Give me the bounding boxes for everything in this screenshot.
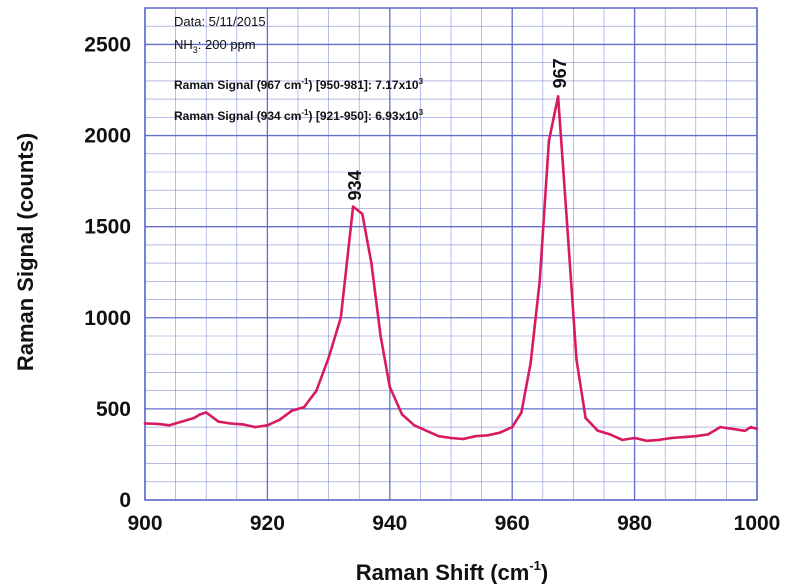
data-point <box>290 409 294 413</box>
annotation-box: Data: 5/11/2015 NH3: 200 ppm Raman Signa… <box>174 14 424 123</box>
data-point <box>565 225 569 228</box>
data-point <box>425 429 428 433</box>
x-axis-title: Raman Shift (cm-1) <box>356 558 548 584</box>
data-point <box>486 434 490 437</box>
y-tick-label: 2500 <box>84 33 131 56</box>
data-point <box>694 434 698 438</box>
data-point <box>596 429 600 433</box>
data-point <box>731 427 734 431</box>
y-axis-title: Raman Signal (counts) <box>13 133 38 371</box>
data-point <box>621 438 624 442</box>
data-point <box>204 411 208 414</box>
data-point <box>198 413 202 416</box>
data-point <box>253 425 257 429</box>
data-point <box>351 205 355 208</box>
data-point <box>192 416 196 420</box>
x-tick-label: 980 <box>617 512 652 535</box>
data-point <box>461 437 465 441</box>
data-point <box>302 405 306 409</box>
data-point <box>339 316 343 320</box>
data-point <box>682 435 685 439</box>
peak-label: 967 <box>550 58 570 88</box>
annotation-gas: NH3: 200 ppm <box>174 37 256 55</box>
data-point <box>143 422 147 425</box>
data-point <box>229 422 232 425</box>
data-point <box>241 423 245 426</box>
data-point <box>645 439 649 443</box>
data-point <box>657 438 661 442</box>
data-point <box>180 420 184 423</box>
x-tick-label: 1000 <box>734 512 781 535</box>
data-point <box>474 434 477 438</box>
y-tick-label: 1000 <box>84 307 131 330</box>
data-point <box>412 423 416 427</box>
data-point <box>379 334 382 338</box>
peak-label: 934 <box>345 170 365 200</box>
annotation-signal-967: Raman Signal (967 cm-1) [950-981]: 7.17x… <box>174 77 424 92</box>
annotation-signal-934: Raman Signal (934 cm-1) [921-950]: 6.93x… <box>174 108 424 123</box>
x-tick-label: 900 <box>127 512 162 535</box>
data-point <box>706 433 710 436</box>
data-point <box>529 362 532 365</box>
data-point <box>510 425 514 429</box>
data-point <box>584 416 587 420</box>
annotation-date: Data: 5/11/2015 <box>174 14 266 29</box>
data-point <box>608 433 612 436</box>
plot-frame <box>144 7 758 501</box>
series-line <box>144 95 758 443</box>
data-point <box>266 423 269 427</box>
x-tick-label: 940 <box>372 512 407 535</box>
peak-labels: 934 967 <box>345 58 570 200</box>
data-point <box>749 425 753 429</box>
data-point <box>718 425 722 429</box>
data-point <box>556 95 560 98</box>
data-point <box>633 436 636 440</box>
data-point <box>217 420 220 423</box>
y-tick-labels: 0 500 1000 1500 2000 2500 <box>84 33 131 512</box>
data-point <box>327 356 330 360</box>
data-point <box>278 418 281 422</box>
data-point <box>315 389 318 392</box>
x-tick-label: 960 <box>495 512 530 535</box>
data-point <box>370 261 373 265</box>
data-point <box>670 436 673 440</box>
y-tick-label: 0 <box>119 489 131 512</box>
data-point <box>400 413 404 416</box>
data-point <box>449 436 453 440</box>
data-point <box>547 139 551 143</box>
data-point <box>755 427 759 431</box>
y-tick-label: 1500 <box>84 216 131 239</box>
data-point <box>520 411 523 414</box>
y-tick-label: 2000 <box>84 125 131 148</box>
data-point <box>155 422 159 426</box>
data-point <box>437 434 441 438</box>
series-points <box>143 95 759 443</box>
data-point <box>575 358 578 361</box>
y-tick-label: 500 <box>96 398 131 421</box>
x-tick-label: 920 <box>250 512 285 535</box>
x-tick-labels: 900 920 940 960 980 1000 <box>127 512 780 535</box>
minor-grid <box>145 7 757 500</box>
data-point <box>498 431 502 434</box>
data-point <box>538 280 542 283</box>
data-point <box>168 423 171 427</box>
data-point <box>743 429 747 433</box>
data-point <box>360 212 364 216</box>
data-point <box>388 385 392 389</box>
